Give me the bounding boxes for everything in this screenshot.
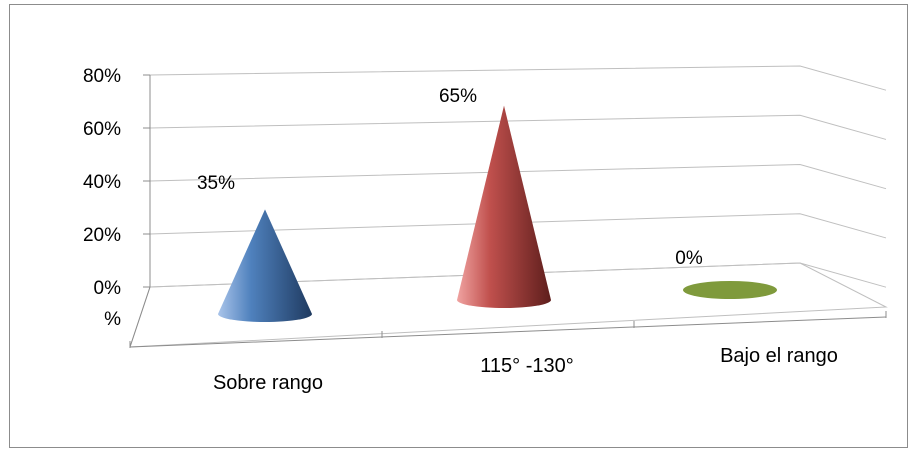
gridline: [149, 163, 887, 190]
y-tick-label: 20%: [83, 225, 121, 246]
y-tick-label: 40%: [83, 172, 121, 193]
x-tick-label: Sobre rango: [213, 372, 323, 394]
data-label: 35%: [197, 173, 235, 194]
gridline: [149, 114, 887, 140]
gridline: [149, 213, 887, 239]
chart-frame: [9, 4, 908, 448]
x-tick-label: Bajo el rango: [720, 345, 838, 367]
x-tick-label: 115° -130°: [480, 355, 573, 377]
cone-1: [457, 105, 551, 309]
data-label: 0%: [675, 248, 703, 269]
cone-0: [218, 209, 312, 322]
y-tick-label: 60%: [83, 119, 121, 140]
y-tick-label-wrap: %: [104, 309, 121, 330]
x-axis-line: [129, 316, 887, 348]
depth-axis-line: [129, 286, 151, 348]
gridline: [149, 65, 887, 91]
y-tick-label: 0%: [94, 278, 122, 299]
cone-base-2: [683, 281, 777, 299]
data-label: 65%: [439, 86, 477, 107]
y-tick-label: 80%: [83, 66, 121, 87]
